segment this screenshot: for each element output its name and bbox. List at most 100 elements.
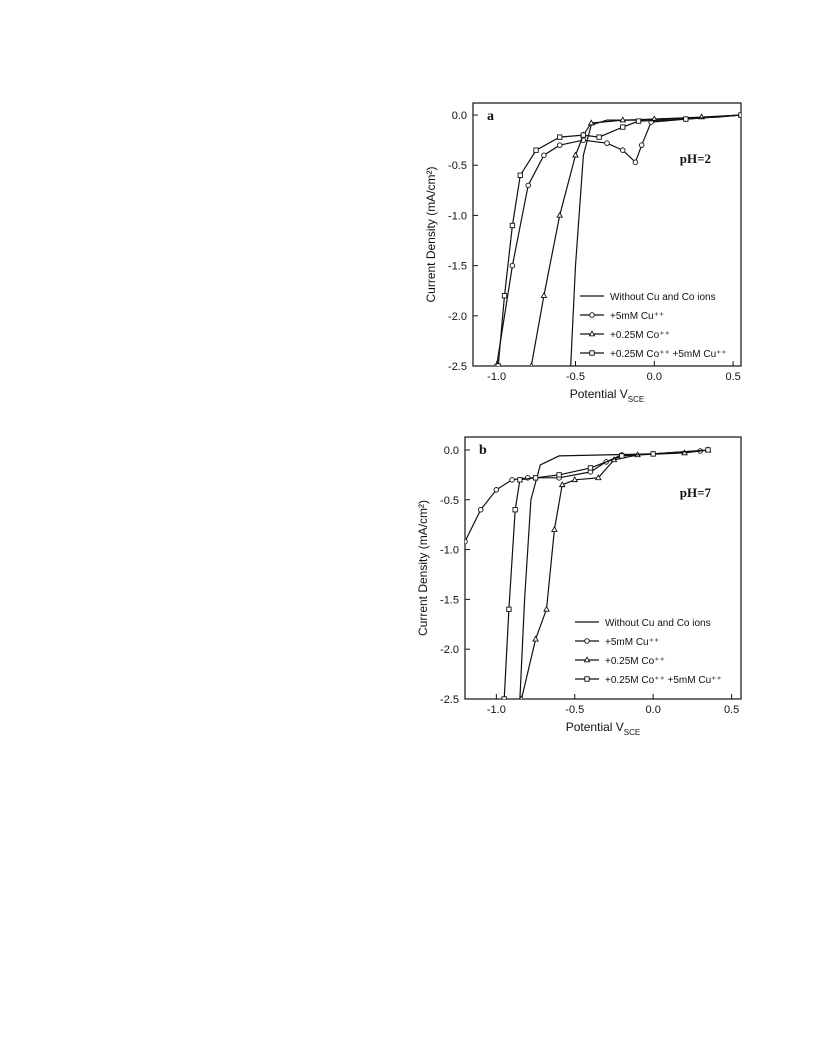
point: [650, 451, 656, 457]
legend-label: Without Cu and Co ions: [610, 292, 716, 303]
x-tick-label: 0.0: [647, 371, 662, 383]
y-tick-label: -2.5: [448, 361, 467, 373]
point: [517, 477, 523, 483]
point: [571, 476, 579, 483]
point: [556, 472, 562, 478]
x-tick-label: -1.0: [487, 704, 506, 716]
y-tick-label: -2.0: [448, 311, 467, 323]
point: [540, 292, 548, 298]
x-axis-label: Potential VSCE: [570, 387, 645, 404]
point: [683, 116, 689, 122]
point: [506, 606, 512, 612]
point: [594, 474, 602, 481]
point: [557, 134, 563, 140]
point: [632, 159, 639, 165]
plot-frame: [472, 102, 742, 367]
plot-area: [493, 111, 741, 366]
legend-label: +0.25M Co⁺⁺ +5mM Cu⁺⁺: [605, 675, 722, 686]
legend-marker: [588, 330, 596, 337]
panel-label: b: [479, 443, 487, 458]
panel-label: a: [487, 109, 494, 124]
series-line: [497, 114, 741, 366]
point: [543, 605, 550, 612]
x-axis-label-main: Potential V: [570, 387, 628, 401]
point: [495, 363, 501, 366]
series-line: [465, 450, 701, 542]
x-tick-label: -0.5: [566, 371, 585, 383]
point: [587, 465, 594, 471]
x-axis-label-sub: SCE: [628, 395, 644, 404]
legend-label: +5mM Cu⁺⁺: [605, 637, 659, 648]
point: [681, 449, 688, 456]
x-tick-label: 0.0: [646, 704, 661, 716]
y-tick-label: -0.5: [440, 495, 459, 507]
point: [477, 506, 484, 513]
legend-label: +5mM Cu⁺⁺: [610, 311, 664, 322]
x-axis-label: Potential VSCE: [566, 720, 641, 737]
point: [501, 696, 507, 699]
point: [596, 134, 602, 140]
point: [619, 116, 627, 123]
point: [620, 147, 626, 153]
point: [558, 481, 566, 488]
point: [493, 487, 500, 493]
x-axis-label-sub: SCE: [624, 728, 640, 737]
series-line: [570, 114, 741, 366]
point: [529, 362, 534, 366]
point: [620, 124, 626, 130]
x-tick-label: 0.5: [724, 704, 739, 716]
y-tick-label: -2.0: [440, 644, 459, 656]
y-tick-label: -1.0: [448, 210, 467, 222]
point: [556, 142, 563, 148]
point: [533, 147, 539, 153]
legend-marker: [584, 676, 590, 682]
y-axis-label: Current Density (mA/cm²): [424, 166, 438, 302]
point: [512, 507, 518, 513]
legend-label: +0.25M Co⁺⁺ +5mM Cu⁺⁺: [610, 349, 727, 360]
point: [532, 635, 539, 642]
legend-marker: [589, 312, 595, 318]
legend-label: +0.25M Co⁺⁺: [610, 330, 670, 341]
legend-marker: [583, 656, 591, 663]
point: [532, 475, 539, 481]
point: [635, 118, 642, 124]
y-tick-label: -1.5: [448, 261, 467, 273]
legend-label: Without Cu and Co ions: [605, 618, 711, 629]
x-tick-label: 0.5: [725, 371, 740, 383]
point: [619, 453, 625, 459]
point: [509, 262, 516, 269]
y-tick-label: -1.5: [440, 594, 459, 606]
legend-marker: [584, 638, 590, 644]
y-tick-label: -0.5: [448, 160, 467, 172]
legend-marker: [589, 350, 595, 356]
point: [738, 112, 741, 118]
y-axis-label: Current Density (mA/cm²): [416, 500, 430, 636]
point: [519, 695, 524, 699]
point: [465, 538, 468, 545]
point: [580, 132, 587, 138]
x-tick-label: -1.0: [487, 371, 506, 383]
point: [551, 525, 558, 532]
series-line: [503, 449, 709, 699]
point: [541, 152, 547, 158]
x-axis-label-main: Potential V: [566, 720, 624, 734]
point: [638, 142, 645, 148]
y-tick-label: 0.0: [452, 110, 467, 122]
point: [509, 222, 516, 229]
annotation: pH=2: [680, 151, 711, 166]
point: [604, 140, 610, 146]
plot-area: [465, 446, 712, 699]
x-tick-label: -0.5: [565, 704, 584, 716]
point: [705, 447, 711, 453]
y-tick-label: -1.0: [440, 545, 459, 557]
legend-label: +0.25M Co⁺⁺: [605, 656, 665, 667]
series-line: [530, 114, 741, 366]
y-tick-label: -2.5: [440, 694, 459, 706]
plot-frame: [464, 436, 742, 700]
point: [517, 172, 523, 178]
point: [556, 211, 564, 218]
point: [525, 182, 531, 189]
point: [587, 119, 595, 126]
y-tick-label: 0.0: [444, 445, 459, 457]
